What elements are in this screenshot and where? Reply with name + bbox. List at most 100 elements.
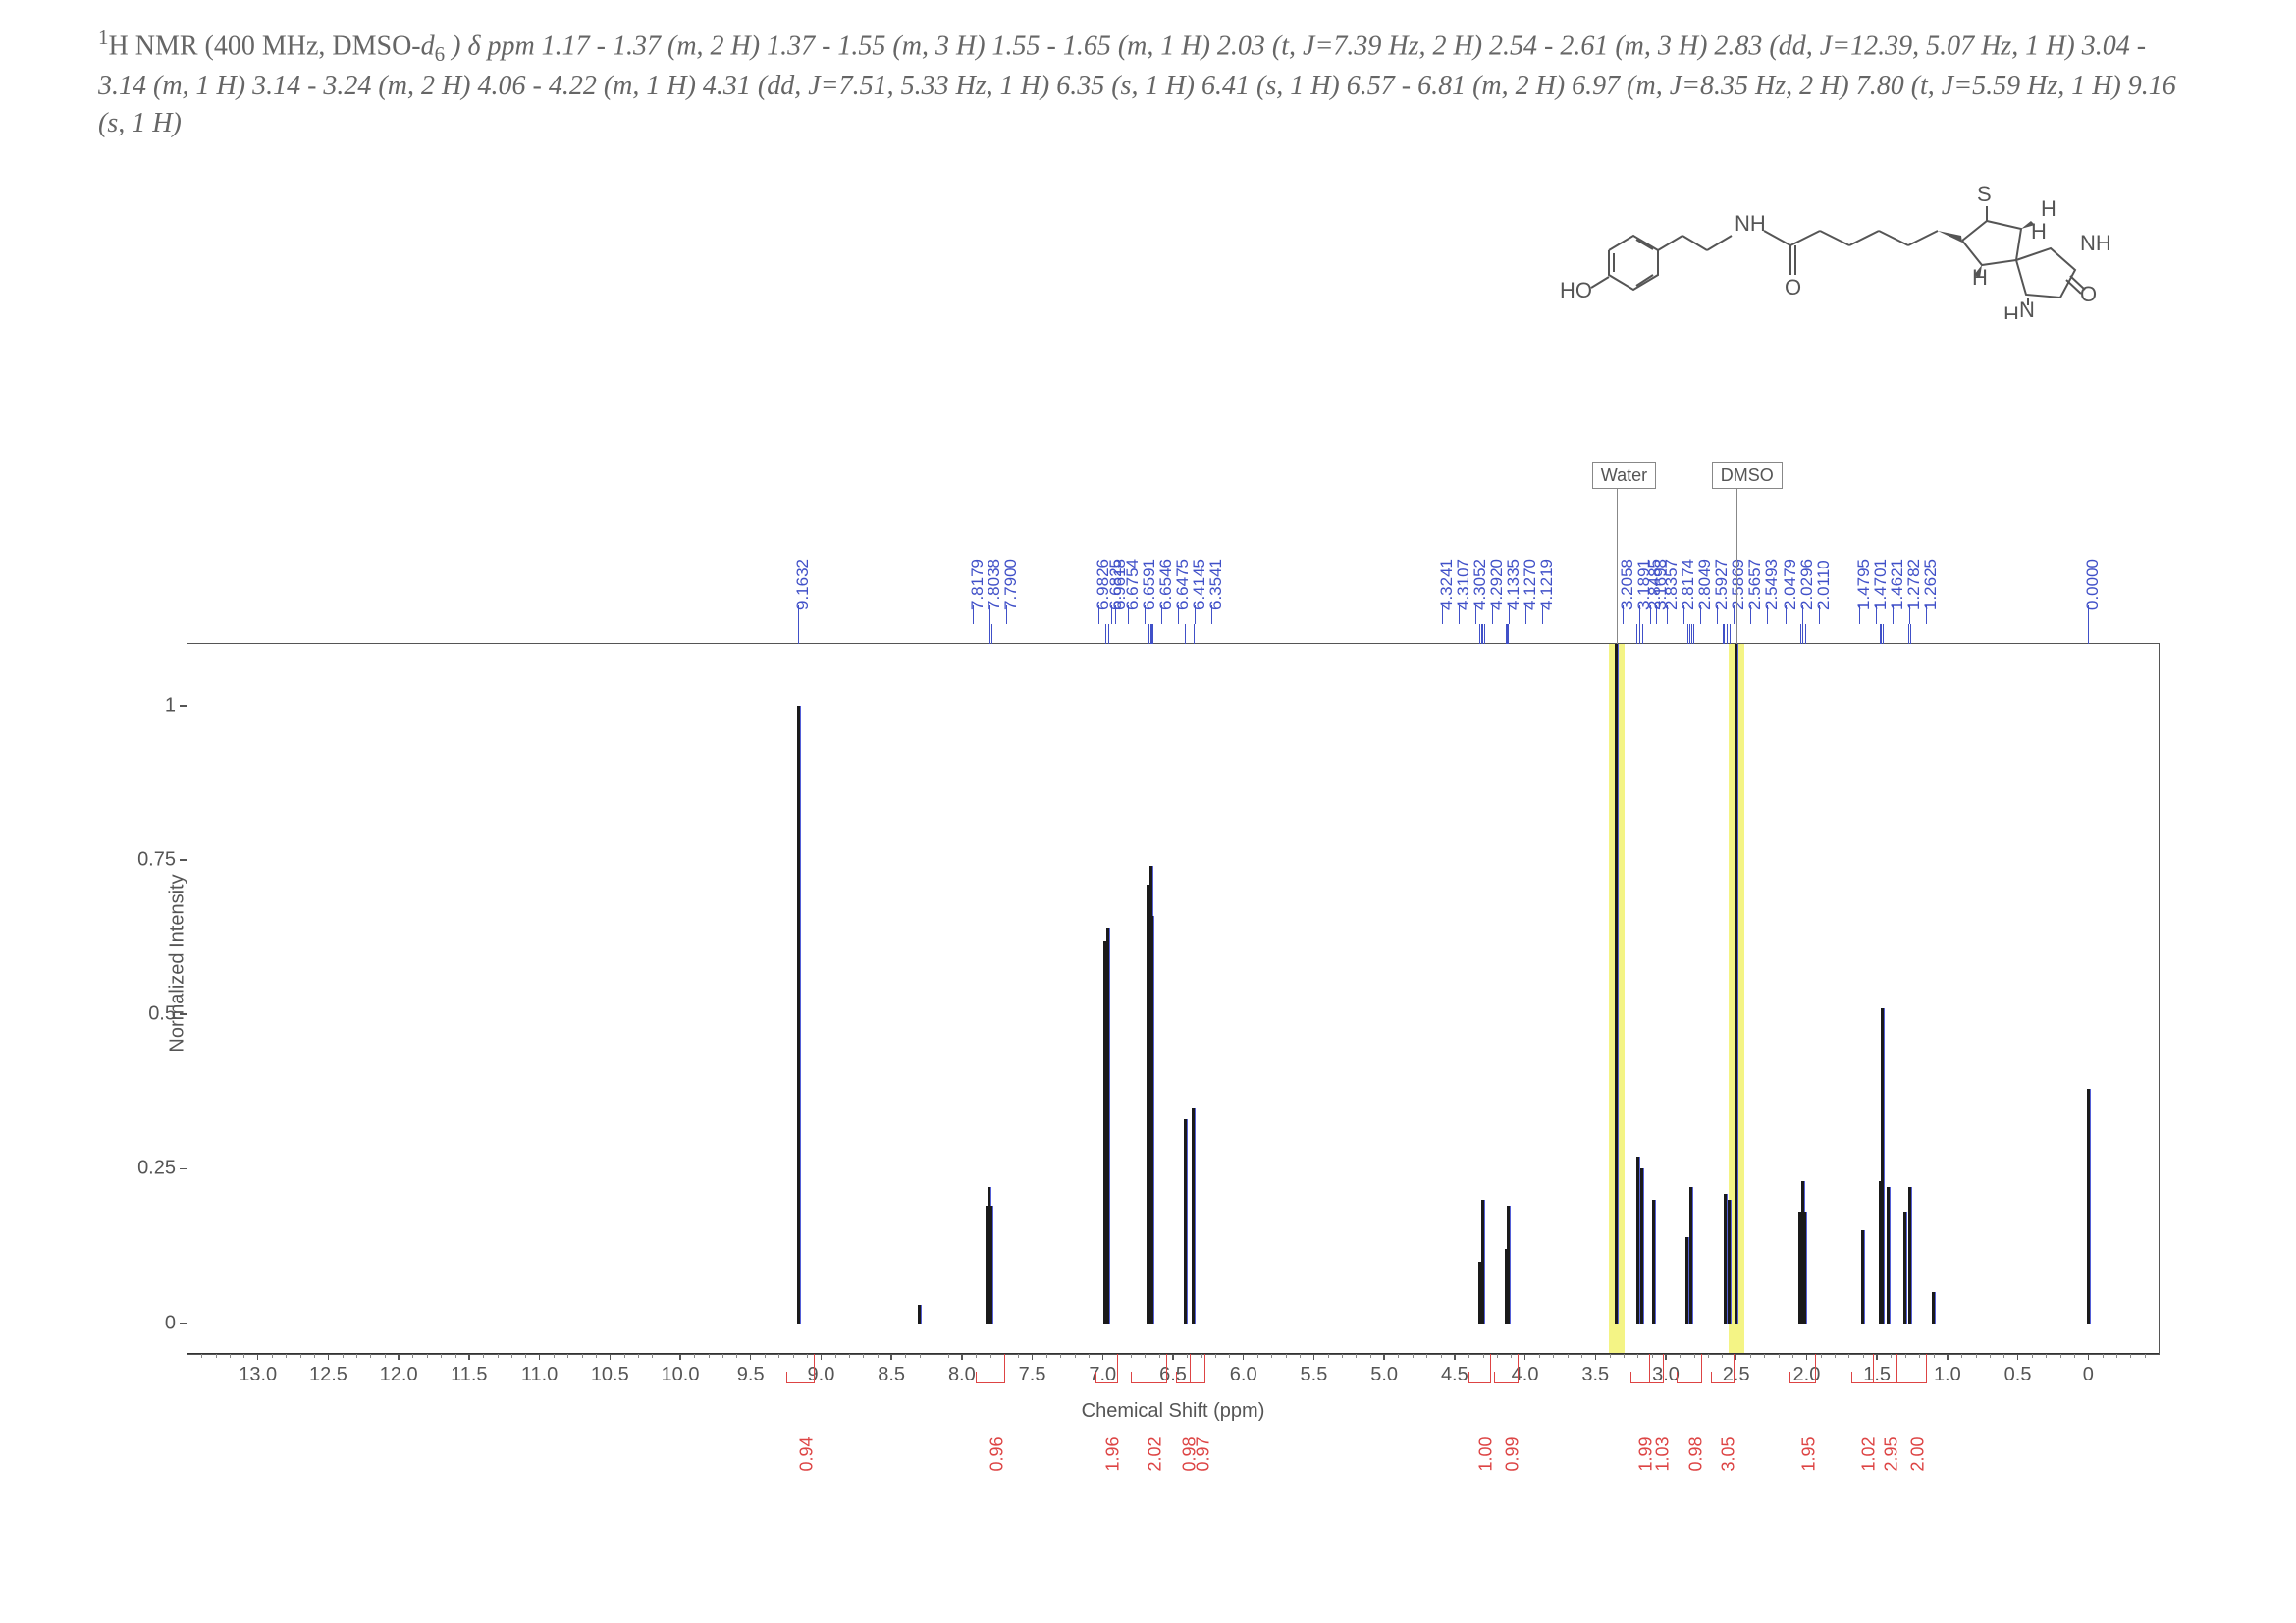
x-tick <box>1735 1354 1737 1360</box>
peak-label: 4.1219 <box>1537 559 1557 610</box>
x-tick <box>1383 1354 1385 1360</box>
integral-label: 0.98 <box>1685 1437 1706 1472</box>
x-tick-label: 7.5 <box>1019 1364 1046 1386</box>
x-tick <box>539 1354 541 1360</box>
x-tick <box>398 1354 400 1360</box>
integral-label: 3.05 <box>1719 1437 1739 1472</box>
x-tick-label: 0 <box>2083 1364 2094 1386</box>
x-tick <box>1313 1354 1315 1360</box>
integral-label: 0.94 <box>796 1437 817 1472</box>
peak-label: 9.1632 <box>793 559 813 610</box>
y-tick-label: 0 <box>165 1312 176 1334</box>
x-tick <box>1524 1354 1526 1360</box>
y-tick-label: 1 <box>165 694 176 717</box>
spectrum-peak <box>1908 1187 1911 1323</box>
x-tick-label: 3.5 <box>1581 1364 1609 1386</box>
integral-label: 0.97 <box>1194 1437 1214 1472</box>
integral-bracket <box>786 1382 815 1384</box>
svg-text:NH: NH <box>1735 211 1766 236</box>
svg-text:NH: NH <box>2080 231 2111 255</box>
spectrum-peak <box>1881 1008 1884 1324</box>
integral-label: 1.00 <box>1475 1437 1496 1472</box>
x-tick-label: 8.5 <box>878 1364 905 1386</box>
x-tick <box>1454 1354 1456 1360</box>
integral-label: 1.95 <box>1799 1437 1820 1472</box>
x-tick <box>1243 1354 1245 1360</box>
peak-label: 2.5493 <box>1762 559 1782 610</box>
x-tick <box>1595 1354 1597 1360</box>
x-tick <box>821 1354 823 1360</box>
structure-svg: HO NH O S NH O N H H H H <box>1550 123 2178 319</box>
integral-bracket <box>1677 1382 1700 1384</box>
spectrum-peak <box>1803 1212 1806 1323</box>
spectrum-peak <box>1903 1212 1906 1323</box>
y-tick <box>180 1013 187 1015</box>
peak-label: 0.0000 <box>2083 559 2103 610</box>
svg-text:O: O <box>1785 275 1801 299</box>
x-tick <box>328 1354 330 1360</box>
caption-sup: 1 <box>98 26 109 49</box>
x-tick <box>1876 1354 1878 1360</box>
integral-label: 1.96 <box>1102 1437 1123 1472</box>
x-tick <box>1102 1354 1104 1360</box>
x-tick <box>257 1354 259 1360</box>
integral-label: 0.99 <box>1503 1437 1523 1472</box>
integral-label: 1.03 <box>1652 1437 1673 1472</box>
x-tick <box>2088 1354 2090 1360</box>
baseline <box>187 1353 2159 1355</box>
spectrum-peak <box>1724 1194 1727 1324</box>
integral-label: 2.00 <box>1908 1437 1929 1472</box>
spectrum-peak <box>918 1305 921 1324</box>
svg-text:O: O <box>2080 282 2097 306</box>
integral-bracket <box>1468 1382 1490 1384</box>
spectrum-peak <box>797 706 800 1324</box>
x-tick-label: 0.5 <box>2004 1364 2032 1386</box>
x-tick <box>1032 1354 1034 1360</box>
x-tick <box>1172 1354 1174 1360</box>
peak-label: 6.3541 <box>1206 559 1226 610</box>
x-tick <box>961 1354 963 1360</box>
integral-bracket <box>1494 1382 1518 1384</box>
integral-bracket <box>1190 1382 1203 1384</box>
spectrum-peak <box>1507 1206 1510 1323</box>
x-tick-label: 13.0 <box>239 1364 277 1386</box>
spectrum-peak <box>2087 1089 2090 1324</box>
integral-bracket <box>1896 1382 1926 1384</box>
y-tick <box>180 705 187 707</box>
spectrum-peak <box>1150 916 1153 1324</box>
x-tick-label: 10.0 <box>662 1364 700 1386</box>
spectrum-peak <box>1636 1157 1639 1324</box>
spectrum-peak <box>1887 1187 1890 1323</box>
molecular-structure: HO NH O S NH O N H H H H <box>1550 123 2178 319</box>
x-tick-label: 11.0 <box>521 1364 558 1386</box>
x-tick-label: 6.0 <box>1230 1364 1257 1386</box>
spectrum-peak <box>1735 644 1737 1324</box>
spectrum-peak <box>1481 1200 1484 1324</box>
x-tick <box>610 1354 612 1360</box>
peak-label: 2.0110 <box>1814 560 1834 610</box>
integral-bracket <box>1176 1382 1190 1384</box>
y-tick-label: 0.5 <box>148 1003 176 1026</box>
x-tick-label: 4.5 <box>1441 1364 1468 1386</box>
x-tick <box>750 1354 752 1360</box>
x-tick-label: 11.5 <box>451 1364 487 1386</box>
x-tick-label: 12.5 <box>309 1364 347 1386</box>
y-tick <box>180 1323 187 1325</box>
nmr-chart: Normalized Intensity Chemical Shift (ppm… <box>118 471 2189 1453</box>
y-axis-label: Normalized Intensity <box>167 875 189 1053</box>
spectrum-peak <box>1106 928 1109 1323</box>
spectrum-peak <box>1932 1292 1935 1323</box>
svg-text:H: H <box>2031 219 2047 243</box>
svg-text:S: S <box>1977 182 1992 206</box>
integral-bracket <box>1649 1382 1663 1384</box>
x-tick-label: 12.0 <box>380 1364 418 1386</box>
peak-label: 7.7900 <box>1001 559 1021 610</box>
x-tick <box>1806 1354 1808 1360</box>
integral-bracket <box>1131 1382 1166 1384</box>
integral-label: 1.02 <box>1859 1437 1880 1472</box>
spectrum-peak <box>1689 1187 1692 1323</box>
x-tick-label: 5.0 <box>1370 1364 1398 1386</box>
x-tick <box>468 1354 470 1360</box>
y-tick <box>180 859 187 861</box>
solvent-tag: DMSO <box>1712 462 1783 489</box>
